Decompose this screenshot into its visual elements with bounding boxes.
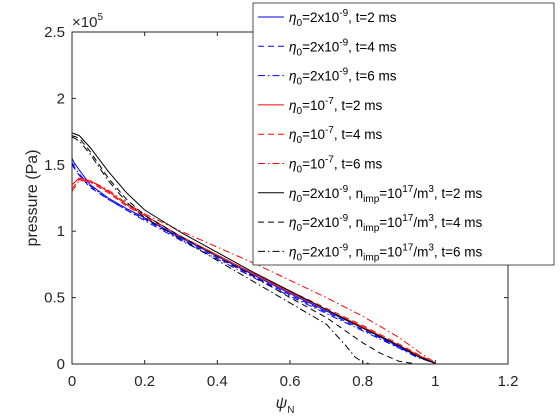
series-line-9 (71, 136, 371, 365)
y-tick-label: 0.5 (44, 290, 65, 307)
legend-entry-2: η0=2x10-9, t=4 ms (289, 37, 397, 58)
y-tick-label: 2.5 (44, 24, 65, 41)
legend-entry-3: η0=2x10-9, t=6 ms (289, 67, 397, 88)
x-tick-label: 1.2 (498, 373, 519, 390)
x-tick-label: 0.6 (280, 373, 301, 390)
y-axis-multiplier: ×105 (72, 12, 103, 31)
x-axis-label: ψN (276, 395, 295, 416)
y-axis-label: pressure (Pa) (24, 150, 41, 247)
y-tick-label: 1.5 (44, 157, 65, 174)
x-tick-label: 0 (68, 373, 76, 390)
legend-entry-8: η0=2x10-9, nimp=1017/m3, t=4 ms (289, 213, 483, 234)
y-tick-label: 2 (57, 90, 65, 107)
series-line-1 (71, 157, 436, 364)
y-tick-label: 1 (57, 223, 65, 240)
legend-entry-6: η0=10-7, t=6 ms (289, 155, 383, 176)
legend-entry-9: η0=2x10-9, nimp=1017/m3, t=6 ms (289, 242, 483, 263)
x-tick-label: 1 (431, 373, 439, 390)
series-line-2 (71, 164, 436, 364)
legend-box (252, 2, 555, 266)
series-line-6 (71, 180, 436, 364)
series-line-3 (71, 161, 436, 364)
series-layer (71, 132, 436, 365)
legend-entry-5: η0=10-7, t=4 ms (289, 125, 383, 146)
legend-entry-4: η0=10-7, t=2 ms (289, 96, 383, 117)
y-tick-label: 0 (57, 356, 65, 373)
legend-entry-7: η0=2x10-9, nimp=1017/m3, t=2 ms (289, 184, 483, 205)
x-tick-label: 0.4 (207, 373, 228, 390)
series-line-8 (71, 135, 418, 365)
series-line-5 (71, 178, 436, 364)
x-tick-label: 0.8 (352, 373, 373, 390)
legend: η0=2x10-9, t=2 ms η0=2x10-9, t=4 ms η0=2x1… (252, 2, 555, 266)
x-tick-labels: 0 0.2 0.4 0.6 0.8 1 1.2 (68, 373, 519, 390)
legend-entry-1: η0=2x10-9, t=2 ms (289, 8, 397, 29)
x-tick-label: 0.2 (134, 373, 155, 390)
series-line-7 (71, 132, 436, 364)
y-tick-labels: 0 0.5 1 1.5 2 2.5 (44, 24, 65, 373)
